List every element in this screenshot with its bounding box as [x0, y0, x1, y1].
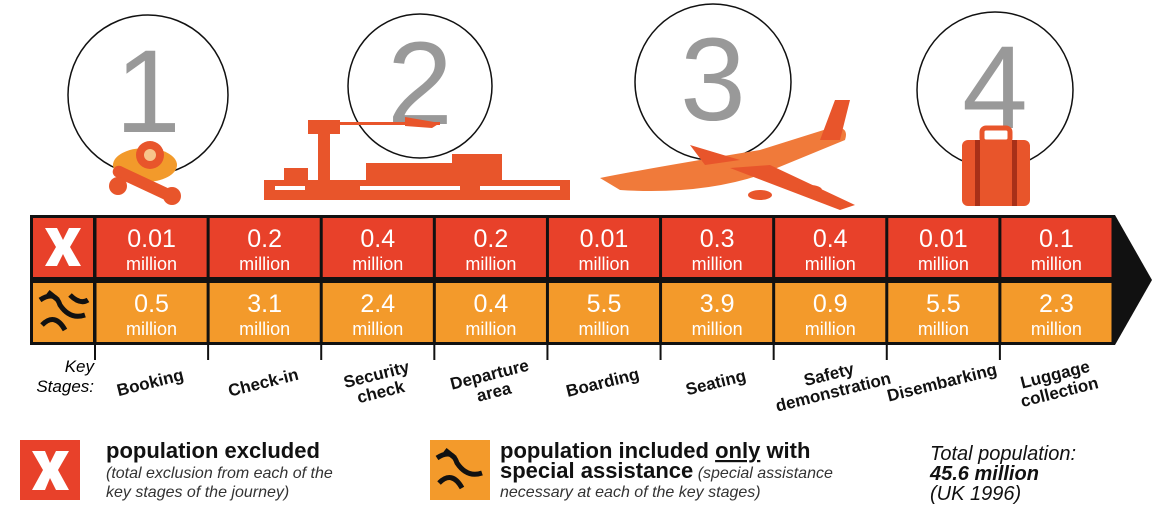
total-value: 45.6 million: [929, 463, 1039, 485]
unit-label: million: [126, 254, 177, 274]
illustrations: [109, 100, 1030, 210]
total-source: (UK 1996): [930, 483, 1021, 505]
assisted-value: 0.4: [474, 290, 509, 318]
stage-label-line: Disembarking: [885, 360, 999, 406]
unit-label: million: [465, 254, 516, 274]
assisted-value: 3.1: [247, 290, 282, 318]
stage-label: Boarding: [564, 364, 641, 400]
unit-label: million: [352, 319, 403, 339]
stage-label-line: Seating: [684, 366, 748, 399]
assisted-value: 0.5: [134, 290, 169, 318]
unit-label: million: [918, 319, 969, 339]
unit-label: million: [805, 319, 856, 339]
unit-label: million: [578, 319, 629, 339]
assisted-value: 2.3: [1039, 290, 1074, 318]
unit-label: million: [126, 319, 177, 339]
unit-label: million: [352, 254, 403, 274]
legend-note: (total exclusion from each of the: [106, 465, 333, 482]
assisted-value: 2.4: [360, 290, 395, 318]
stage-label-line: Check-in: [226, 365, 300, 401]
excluded-value: 0.4: [360, 225, 395, 253]
unit-label: million: [239, 254, 290, 274]
legend-note: necessary at each of the key stages): [500, 484, 761, 501]
infographic: 1 2 3 4: [0, 0, 1156, 515]
legend-note: (special assistance: [693, 465, 833, 482]
phase-digits: 1 2 3 4: [115, 14, 1028, 158]
unit-label: million: [918, 254, 969, 274]
unit-label: million: [692, 254, 743, 274]
unit-label: million: [239, 319, 290, 339]
excluded-value: 0.4: [813, 225, 848, 253]
excluded-value: 0.01: [580, 225, 629, 253]
key-label: Key: [65, 357, 96, 376]
legend-title: population excluded: [106, 438, 320, 463]
phase-number: 1: [115, 26, 181, 158]
legend-title-emphasis: only: [715, 438, 761, 463]
stage-label: Booking: [115, 365, 186, 400]
stage-table: 0.01million0.5million0.2million3.1millio…: [95, 218, 1112, 360]
unit-label: million: [1031, 319, 1082, 339]
key-label: Stages:: [36, 377, 94, 396]
excluded-value: 0.2: [247, 225, 282, 253]
stage-label-line: Boarding: [564, 364, 641, 400]
excluded-value: 0.01: [127, 225, 176, 253]
legend: population excluded (total exclusion fro…: [20, 438, 1076, 505]
stage-label-line: Booking: [115, 365, 186, 400]
stage-label: Check-in: [226, 365, 300, 401]
unit-label: million: [692, 319, 743, 339]
unit-label: million: [465, 319, 516, 339]
excluded-value: 0.1: [1039, 225, 1074, 253]
phase-number: 4: [962, 22, 1028, 154]
stage-label: Seating: [684, 366, 748, 399]
legend-title-part: special assistance: [500, 458, 693, 483]
unit-label: million: [578, 254, 629, 274]
assisted-value: 0.9: [813, 290, 848, 318]
assisted-value: 5.5: [587, 290, 622, 318]
phase-circles: [68, 4, 1073, 175]
excluded-value: 0.01: [919, 225, 968, 253]
unit-label: million: [805, 254, 856, 274]
excluded-value: 0.2: [474, 225, 509, 253]
assisted-value: 3.9: [700, 290, 735, 318]
phase-number: 2: [387, 18, 453, 150]
legend-title-part: with: [760, 438, 810, 463]
total-label: Total population:: [930, 443, 1076, 465]
legend-note: key stages of the journey): [106, 484, 289, 501]
assisted-value: 5.5: [926, 290, 961, 318]
stage-label: Disembarking: [885, 360, 999, 406]
excluded-value: 0.3: [700, 225, 735, 253]
unit-label: million: [1031, 254, 1082, 274]
phase-number: 3: [680, 14, 746, 146]
